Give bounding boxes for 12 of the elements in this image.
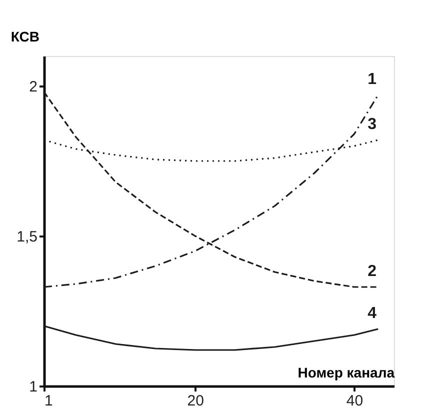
x-tick-label: 40 xyxy=(346,392,364,410)
x-tick-label: 20 xyxy=(187,392,204,410)
y-tick-label: 2 xyxy=(29,78,38,96)
series-label: 2 xyxy=(368,263,377,280)
y-tick-label: 1 xyxy=(29,378,38,396)
series-label: 4 xyxy=(368,305,377,322)
y-axis-title: КСВ xyxy=(10,28,40,44)
series-label: 3 xyxy=(368,116,377,133)
y-tick-label: 1,5 xyxy=(16,228,38,246)
series-label: 1 xyxy=(368,71,377,88)
x-tick-label: 1 xyxy=(44,392,53,410)
x-axis-title: Номер канала xyxy=(298,364,395,380)
